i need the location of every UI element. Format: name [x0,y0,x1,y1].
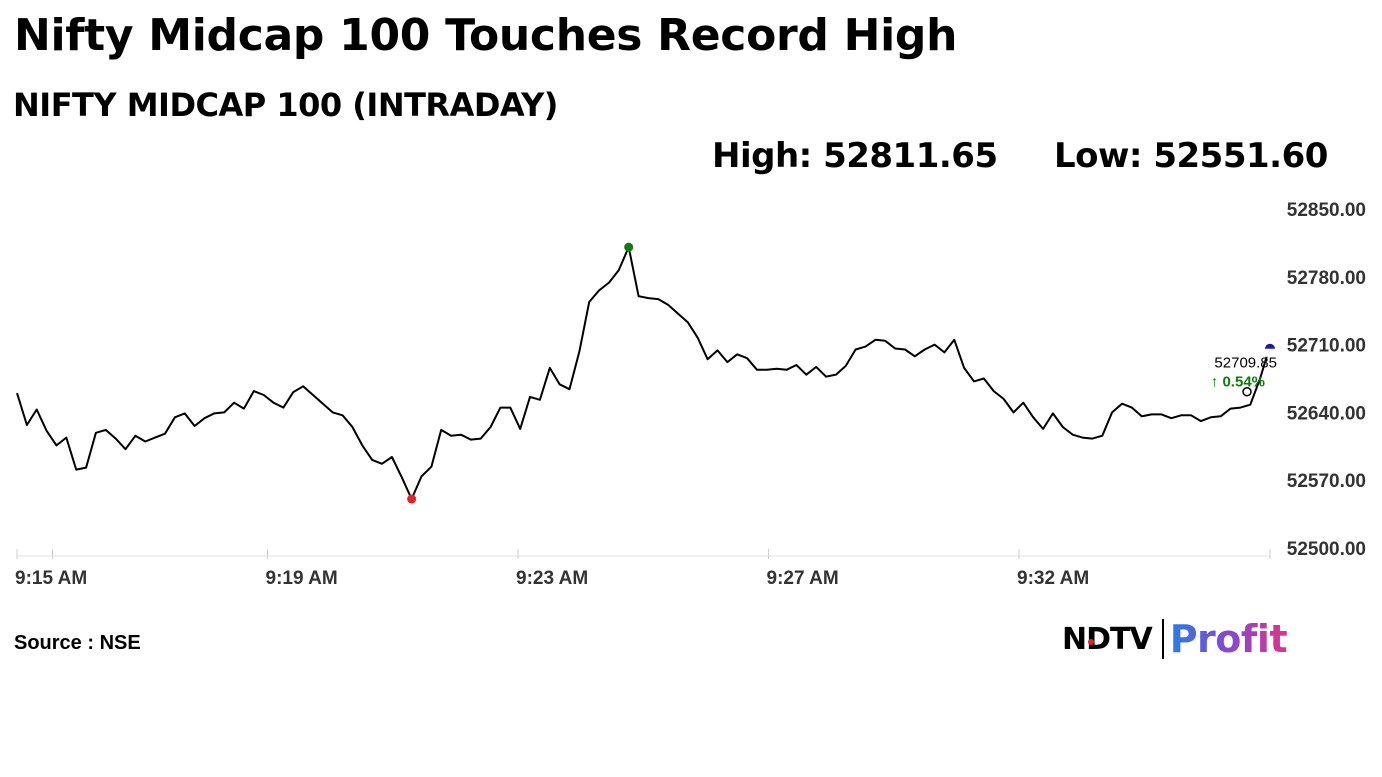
x-tick-label: 9:19 AM [266,568,338,589]
logo-red-dot [1088,638,1094,645]
high-value: High: 52811.65 [712,136,998,176]
headline: Nifty Midcap 100 Touches Record High [14,10,958,61]
x-tick-label: 9:32 AM [1017,568,1089,589]
y-tick-label: 52710.00 [1287,336,1366,357]
price-series-line [16,246,1271,500]
change-percent-label: ↑ 0.54% [1211,374,1265,391]
y-tick-label: 52780.00 [1287,268,1366,289]
y-tick-label: 52850.00 [1287,200,1366,221]
low-point-marker [407,494,417,504]
hover-point-marker [1242,386,1252,397]
y-tick-label: 52500.00 [1287,539,1366,560]
x-tick-label: 9:23 AM [516,568,588,589]
x-tick-label: 9:27 AM [767,568,839,589]
logo-ndtv-text: NDTV [1062,621,1153,657]
high-point-marker [624,242,634,252]
ndtv-profit-logo: NDTV Profit [1062,617,1288,661]
intraday-line-chart: 9:15 AM 9:19 AM 9:23 AM 9:27 AM 9:32 AM 52850… [15,200,1366,589]
logo-profit-text: Profit [1169,617,1288,661]
x-tick-label: 9:15 AM [15,568,87,589]
last-price-marker-mask [1262,348,1278,357]
source-label: Source : NSE [14,632,141,654]
y-tick-label: 52640.00 [1287,403,1366,424]
low-value: Low: 52551.60 [1054,136,1328,176]
logo-divider [1161,619,1164,659]
last-value-label: 52709.85 [1214,355,1277,372]
chart-subtitle: NIFTY MIDCAP 100 (INTRADAY) [13,86,558,124]
y-tick-label: 52570.00 [1287,471,1366,492]
